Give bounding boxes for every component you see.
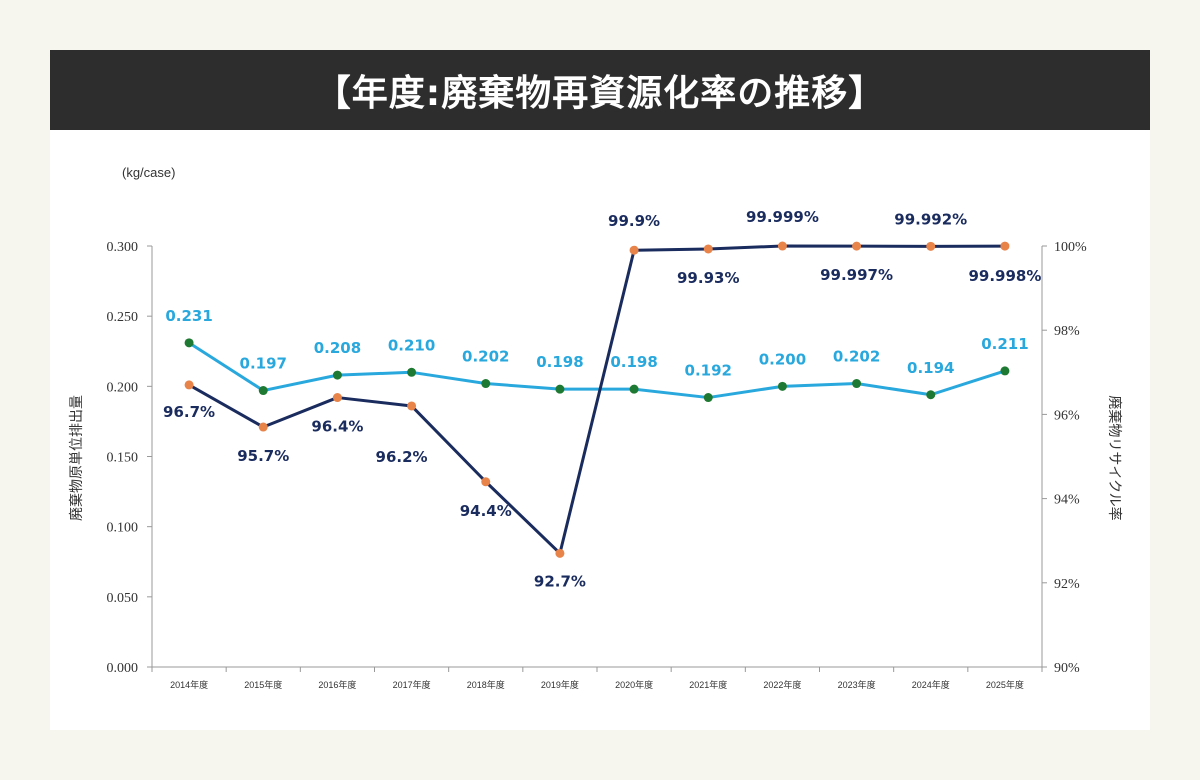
y-tick-label-left: 0.050	[107, 591, 139, 606]
waste-data-label: 0.198	[610, 353, 657, 371]
y-tick-label-left: 0.250	[107, 310, 139, 325]
waste-data-label: 0.202	[833, 348, 880, 366]
waste-point	[777, 381, 787, 391]
waste-point	[184, 338, 194, 348]
series-line-recycle	[188, 244, 1005, 555]
chart-title: 【年度:廃棄物再資源化率の推移】	[314, 73, 886, 114]
recycle-point	[332, 393, 342, 403]
y-tick-label-left: 0.150	[107, 451, 139, 466]
waste-point	[703, 393, 713, 403]
waste-point	[926, 390, 936, 400]
recycle-data-label: 99.999%	[746, 208, 819, 226]
recycle-data-label: 96.7%	[163, 403, 215, 421]
y-tick-label-left: 0.200	[107, 380, 139, 395]
waste-data-label: 0.211	[981, 335, 1028, 353]
x-tick-label: 2018年度	[467, 679, 505, 690]
y-axis-title-left: 廃棄物原単位排出量	[68, 395, 85, 521]
y-tick-label-left: 0.000	[107, 661, 139, 676]
waste-point	[629, 384, 639, 394]
y-tick-label-right: 92%	[1054, 577, 1080, 592]
waste-point	[481, 379, 491, 389]
recycle-point	[184, 380, 194, 390]
waste-data-label: 0.210	[388, 336, 435, 354]
waste-data-label: 0.198	[536, 353, 583, 371]
x-tick-label: 2020年度	[615, 679, 653, 690]
x-tick-label: 2023年度	[838, 679, 876, 690]
recycle-data-label: 92.7%	[534, 572, 586, 590]
recycle-point	[926, 241, 936, 251]
recycle-point	[629, 245, 639, 255]
y-tick-label-right: 96%	[1054, 408, 1080, 423]
y-tick-label-left: 0.100	[107, 521, 139, 536]
chart-svg: 0.000 0.050 0.100 0.150 0.200 0.250 0.300 90% 92…	[68, 165, 1123, 690]
x-tick-label: 2025年度	[986, 679, 1024, 690]
recycle-data-label: 99.997%	[820, 266, 893, 284]
waste-data-label: 0.192	[685, 362, 732, 380]
waste-data-label: 0.202	[462, 348, 509, 366]
y-tick-label-right: 94%	[1054, 493, 1080, 508]
waste-data-label: 0.194	[907, 359, 954, 377]
x-tick-label: 2015年度	[244, 679, 282, 690]
title-bar: 【年度:廃棄物再資源化率の推移】	[50, 50, 1150, 130]
recycle-point	[258, 422, 268, 432]
recycle-point	[703, 244, 713, 254]
waste-data-label: 0.231	[165, 307, 212, 325]
waste-data-label: 0.197	[240, 355, 287, 373]
series-line-waste	[188, 341, 1006, 400]
waste-point	[852, 379, 862, 389]
x-tick-label: 2016年度	[318, 679, 356, 690]
recycle-data-label: 95.7%	[237, 447, 289, 465]
x-tick-label: 2017年度	[393, 679, 431, 690]
waste-point	[1000, 366, 1010, 376]
waste-data-label: 0.208	[314, 339, 361, 357]
recycle-point	[777, 241, 787, 251]
recycle-point	[1000, 241, 1010, 251]
recycle-point	[555, 548, 565, 558]
recycle-point	[852, 241, 862, 251]
waste-point	[332, 370, 342, 380]
recycle-data-label: 96.4%	[311, 418, 363, 436]
waste-point	[555, 384, 565, 394]
y-tick-label-right: 90%	[1054, 661, 1080, 676]
x-tick-label: 2021年度	[689, 679, 727, 690]
waste-point	[258, 386, 268, 396]
recycle-point	[481, 477, 491, 487]
y-tick-label-left: 0.300	[107, 240, 139, 255]
recycle-data-label: 96.2%	[376, 448, 428, 466]
recycle-data-label: 99.93%	[677, 269, 739, 287]
x-tick-label: 2019年度	[541, 679, 579, 690]
recycle-point	[407, 401, 417, 411]
y-axis-title-right: 廃棄物リサイクル率	[1106, 395, 1123, 520]
y-tick-label-right: 100%	[1054, 240, 1087, 255]
x-tick-label: 2014年度	[170, 679, 208, 690]
recycle-data-label: 99.9%	[608, 212, 660, 230]
x-tick-label: 2024年度	[912, 679, 950, 690]
waste-data-label: 0.200	[759, 350, 806, 368]
waste-point	[407, 367, 417, 377]
recycle-data-label: 99.998%	[968, 267, 1041, 285]
recycle-data-label: 99.992%	[894, 210, 967, 228]
recycle-data-label: 94.4%	[460, 502, 512, 520]
x-tick-label: 2022年度	[763, 679, 801, 690]
chart-card: 【年度:廃棄物再資源化率の推移】 0.000 0.050 0.100 0.150 0.2…	[50, 50, 1150, 730]
y-tick-label-right: 98%	[1054, 324, 1080, 339]
unit-label: (kg/case)	[122, 165, 175, 180]
